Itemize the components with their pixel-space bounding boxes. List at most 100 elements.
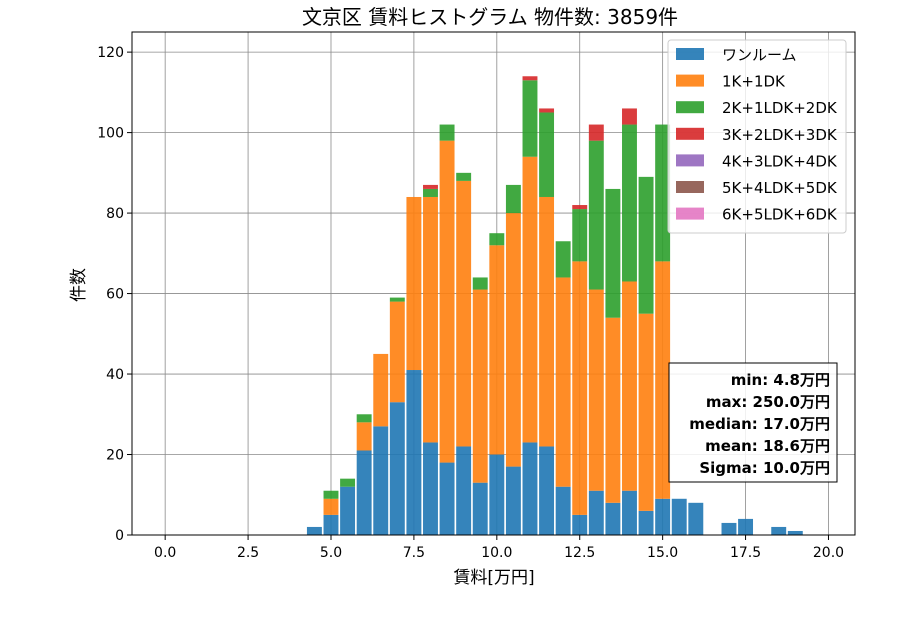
bar-segment [522, 76, 538, 81]
bar-segment [505, 213, 521, 467]
bar-segment [472, 289, 488, 483]
y-tick-label: 0 [115, 528, 124, 544]
bar-segment [489, 245, 505, 455]
y-axis-ticks: 0 20 40 60 80 100 120 [97, 45, 132, 544]
bar-segment [340, 486, 356, 535]
legend: ワンルーム 1K+1DK 2K+1LDK+2DK 3K+2LDK+3DK 4K+3LDK… [667, 39, 847, 234]
bar-segment [439, 124, 455, 141]
bar-segment [323, 498, 339, 515]
bar-segment [439, 140, 455, 463]
bar-segment [456, 180, 472, 447]
x-tick-label: 2.5 [237, 545, 259, 561]
bar-segment [572, 205, 588, 210]
bar-segment [423, 188, 438, 197]
bar-segment [605, 502, 621, 535]
bar-segment [622, 281, 637, 491]
bar-segment [588, 140, 604, 290]
bar-segment [572, 261, 588, 515]
bar-segment [671, 498, 687, 535]
bar-segment [738, 518, 754, 535]
stats-line: Sigma: 10.0万円 [699, 459, 830, 477]
legend-swatch [676, 74, 704, 87]
bar-segment [389, 297, 405, 302]
x-tick-label: 15.0 [647, 545, 678, 561]
stats-line: min: 4.8万円 [731, 371, 830, 389]
stats-frame [668, 362, 838, 483]
bar-segment [505, 466, 521, 535]
bar-segment [771, 526, 787, 535]
x-axis-label: 賃料[万円] [453, 568, 534, 588]
bar-segment [721, 522, 737, 535]
bar-segment [456, 446, 472, 535]
bar-segment [356, 450, 372, 535]
x-tick-label: 5.0 [320, 545, 342, 561]
bar-segment [389, 301, 405, 403]
y-tick-label: 120 [97, 45, 124, 61]
bar-segment [423, 196, 438, 443]
bar-segment [588, 490, 604, 535]
bar-segment [406, 370, 422, 535]
bar-segment [555, 277, 571, 487]
legend-entry: ワンルーム [722, 46, 797, 64]
x-tick-label: 10.0 [481, 545, 512, 561]
bars [306, 76, 803, 535]
bar-segment [423, 184, 438, 189]
bar-segment [688, 502, 704, 535]
bar-segment [340, 478, 356, 487]
bar-segment [655, 124, 671, 262]
bar-segment [522, 80, 538, 157]
bar-segment [323, 490, 339, 499]
bar-segment [588, 124, 604, 141]
bar-segment [572, 209, 588, 262]
bar-segment [605, 317, 621, 503]
bar-segment [423, 442, 438, 535]
bar-segment [373, 426, 389, 535]
legend-swatch [676, 207, 704, 220]
plot-frame [131, 31, 856, 536]
bar-segment [406, 196, 422, 371]
bar-segment [505, 184, 521, 214]
y-tick-label: 80 [106, 206, 124, 222]
bar-segment [539, 446, 555, 535]
legend-swatch [676, 101, 704, 114]
legend-entry: 2K+1LDK+2DK [722, 99, 838, 117]
stats-box: min: 4.8万円 max: 250.0万円 median: 17.0万円 mean… [668, 362, 838, 483]
bar-segment [638, 176, 654, 314]
legend-swatch [676, 48, 704, 60]
bar-segment [323, 514, 339, 535]
bar-segment [306, 526, 322, 535]
bar-segment [439, 462, 455, 535]
legend-swatch [676, 181, 704, 193]
bar-segment [472, 277, 488, 290]
x-tick-label: 17.5 [730, 545, 761, 561]
chart-title: 文京区 賃料ヒストグラム 物件数: 3859件 [302, 5, 678, 29]
legend-entry: 4K+3LDK+4DK [722, 152, 838, 170]
stats-line: max: 250.0万円 [706, 393, 830, 411]
legend-entry: 6K+5LDK+6DK [722, 206, 838, 224]
x-tick-label: 0.0 [154, 545, 176, 561]
bar-segment [655, 498, 671, 535]
bar-segment [638, 313, 654, 511]
bar-segment [638, 510, 654, 535]
x-tick-label: 12.5 [564, 545, 595, 561]
bar-segment [522, 156, 538, 443]
legend-swatch [676, 127, 704, 140]
legend-entry: 1K+1DK [722, 73, 786, 91]
x-axis-ticks: 0.0 2.5 5.0 7.5 10.0 12.5 15.0 17.5 20.0 [154, 535, 844, 561]
x-tick-label: 20.0 [813, 545, 844, 561]
bar-segment [555, 241, 571, 278]
bar-segment [572, 514, 588, 535]
bar-segment [522, 442, 538, 535]
legend-entry: 3K+2LDK+3DK [722, 126, 838, 144]
stats-line: median: 17.0万円 [689, 415, 830, 433]
y-tick-label: 20 [106, 448, 124, 464]
bar-segment [472, 482, 488, 535]
legend-frame [667, 39, 847, 234]
bar-segment [605, 188, 621, 318]
legend-swatch [676, 154, 704, 167]
bar-segment [356, 414, 372, 423]
y-axis-label: 件数 [69, 268, 89, 302]
x-tick-label: 7.5 [403, 545, 425, 561]
bar-segment [356, 422, 372, 451]
